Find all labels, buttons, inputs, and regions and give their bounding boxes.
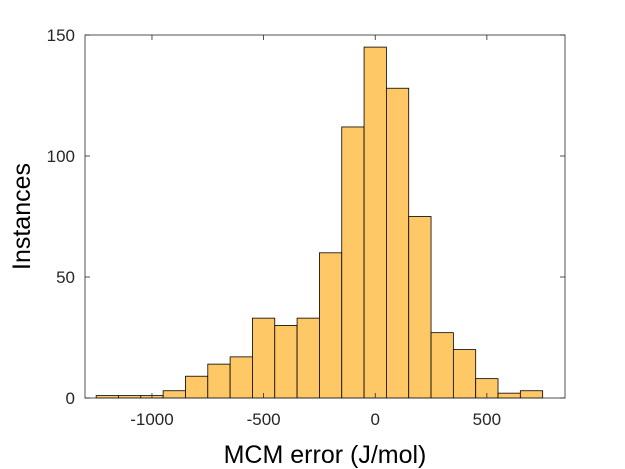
histogram-bar <box>385 87 410 399</box>
histogram-bar <box>207 363 231 399</box>
tick-labels-group: -1000 -500 0 500 0 50 100 150 <box>47 26 501 429</box>
histogram-bar <box>274 324 298 399</box>
histogram-bar <box>497 392 521 399</box>
x-tick-label: -1000 <box>130 410 173 429</box>
histogram-bar <box>452 349 477 399</box>
histogram-bar <box>185 375 209 399</box>
histogram-bar <box>430 332 454 399</box>
histogram-bar <box>363 46 387 399</box>
histogram-bar <box>519 390 544 399</box>
axes-box <box>84 34 566 399</box>
y-axis-label: Instances <box>8 163 36 270</box>
histogram-bar <box>252 317 276 399</box>
x-tick-label: 0 <box>370 410 379 429</box>
y-tick-label: 150 <box>47 26 75 45</box>
histogram-bar <box>229 356 253 399</box>
histogram-bar <box>296 317 320 399</box>
x-tick-label: 500 <box>473 410 501 429</box>
y-tick-label: 50 <box>56 268 75 287</box>
y-tick-label: 0 <box>66 389 75 408</box>
histogram-bar <box>162 390 186 399</box>
x-axis-label: MCM error (J/mol) <box>224 441 427 469</box>
bars-group <box>95 46 544 399</box>
y-tick-label: 100 <box>47 147 75 166</box>
histogram-bar <box>319 252 343 399</box>
histogram-bar <box>408 216 432 399</box>
histogram-bar <box>341 126 365 399</box>
x-tick-label: -500 <box>247 410 281 429</box>
